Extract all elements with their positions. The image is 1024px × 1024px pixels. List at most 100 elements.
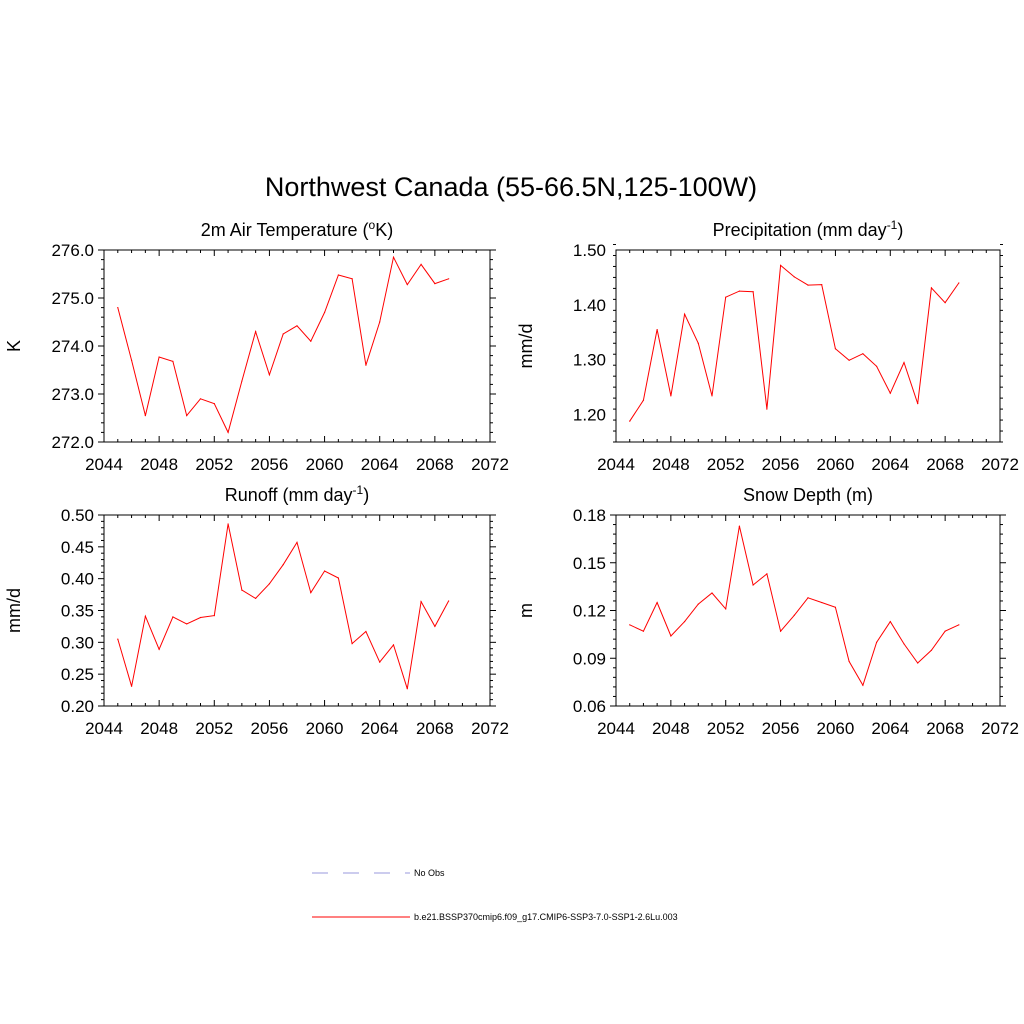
data-point (268, 583, 271, 585)
data-point (310, 592, 312, 594)
data-point (117, 307, 119, 309)
data-point (779, 630, 782, 632)
data-point (793, 614, 795, 616)
chart-panel-1: 2m Air Temperature (oK) K 2044 2048 2052 2056… (4, 218, 509, 474)
panel-title: Runoff (mm day-1) (225, 483, 369, 505)
panel-title-text: 2m Air Temperature ( (201, 220, 369, 240)
data-point (642, 399, 645, 401)
x-tick-label: 2052 (707, 455, 745, 474)
x-tick-label: 2072 (471, 719, 509, 738)
x-tick-label: 2068 (926, 455, 964, 474)
y-tick-label: 0.15 (573, 554, 606, 573)
data-point (958, 624, 960, 626)
data-point (821, 283, 823, 286)
data-point (930, 287, 933, 289)
data-point (365, 630, 367, 633)
chart-panel-2: Precipitation (mm day-1) mm/d 2044 2048 2052… (516, 218, 1019, 474)
data-point (158, 356, 160, 358)
panel-title-superscript: -1 (887, 218, 898, 232)
legend-item: b.e21.BSSP370cmip6.f09_g17.CMIP6-SSP3-7.… (312, 912, 678, 922)
x-tick-label: 2072 (981, 719, 1019, 738)
data-point (944, 302, 946, 304)
y-tick-label: 0.09 (573, 649, 606, 668)
data-point (683, 313, 686, 315)
data-point (930, 649, 933, 651)
y-tick-label: 1.20 (573, 406, 606, 425)
data-point (268, 374, 271, 376)
y-tick-label: 0.25 (61, 665, 94, 684)
x-tick-label: 2072 (981, 455, 1019, 474)
chart-panel-3: Runoff (mm day-1) mm/d 2044 2048 2052 2056 206… (4, 483, 509, 738)
x-tick-label: 2056 (762, 719, 800, 738)
data-point (656, 328, 658, 331)
panel-title-superscript: o (369, 218, 376, 232)
data-point (752, 584, 754, 586)
data-point (130, 685, 133, 687)
x-tick-label: 2060 (306, 455, 344, 474)
data-point (848, 359, 850, 361)
x-tick-label: 2056 (251, 455, 289, 474)
data-point (917, 662, 919, 664)
data-point (875, 365, 878, 367)
data-point (365, 364, 367, 366)
data-point (656, 601, 658, 604)
x-tick-label: 2072 (471, 455, 509, 474)
data-point (807, 284, 809, 286)
data-point (172, 360, 174, 362)
data-point (296, 325, 298, 327)
tick-marks (610, 514, 1006, 707)
legend-label: b.e21.BSSP370cmip6.f09_g17.CMIP6-SSP3-7.… (414, 912, 678, 922)
data-point (807, 597, 809, 599)
x-tick-label: 2060 (817, 455, 855, 474)
panel-title-text: Snow Depth (m) (743, 485, 873, 505)
data-point (766, 408, 768, 410)
plot-frame (615, 249, 1001, 443)
data-point (255, 331, 257, 333)
data-point (337, 274, 339, 276)
data-point (213, 614, 215, 617)
y-tick-label: 0.20 (61, 697, 94, 716)
data-point (282, 564, 284, 566)
y-tick-label: 0.35 (61, 602, 94, 621)
data-point (158, 648, 160, 650)
data-point (793, 276, 795, 278)
panel-title-text: Precipitation (mm day (713, 220, 887, 240)
data-point (889, 392, 891, 394)
panel-title: Snow Depth (m) (743, 485, 873, 505)
x-tick-label: 2044 (597, 719, 635, 738)
x-tick-label: 2068 (416, 455, 454, 474)
x-tick-label: 2064 (361, 719, 399, 738)
panel-title: 2m Air Temperature (oK) (201, 218, 393, 240)
data-point (379, 661, 381, 663)
series-line (629, 525, 960, 687)
y-tick-label: 275.0 (51, 289, 94, 308)
data-point (917, 403, 919, 405)
data-point (642, 630, 645, 632)
data-point (725, 608, 727, 610)
panel-title: Precipitation (mm day-1) (713, 218, 904, 240)
data-point (725, 296, 727, 298)
x-tick-label: 2048 (652, 455, 690, 474)
data-point (779, 264, 782, 266)
data-point (697, 603, 699, 605)
x-tick-label: 2068 (416, 719, 454, 738)
x-tick-label: 2064 (871, 719, 909, 738)
y-tick-label: 276.0 (51, 241, 94, 260)
data-point (752, 291, 754, 293)
y-tick-label: 0.12 (573, 602, 606, 621)
tick-marks (613, 244, 1003, 443)
y-tick-label: 0.40 (61, 570, 94, 589)
data-point (766, 573, 768, 575)
data-point (172, 616, 174, 618)
data-point (848, 660, 850, 663)
panel-title-text-end: K) (375, 220, 393, 240)
data-point (406, 283, 408, 286)
y-tick-label: 273.0 (51, 385, 94, 404)
data-point (296, 541, 298, 543)
data-point (434, 625, 436, 628)
y-axis-label: mm/d (4, 588, 24, 633)
panel-title-text-end: ) (363, 485, 369, 505)
data-point (323, 311, 326, 313)
data-point (310, 340, 312, 342)
x-tick-label: 2060 (306, 719, 344, 738)
